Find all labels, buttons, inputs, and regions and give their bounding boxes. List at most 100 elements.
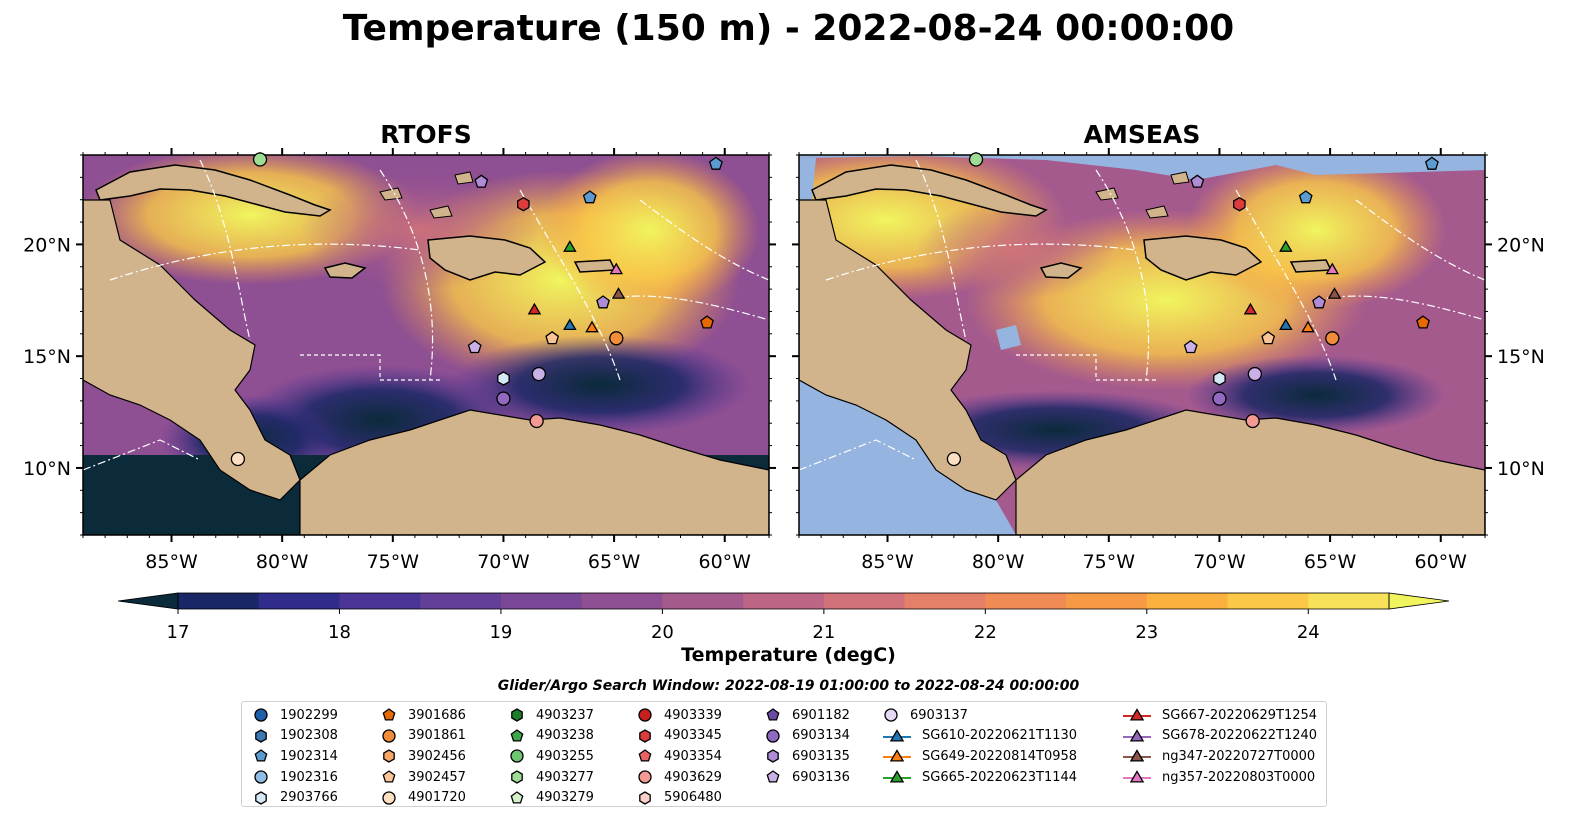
- legend-pentagon-icon: [382, 770, 396, 783]
- colorbar-bin: [1227, 593, 1309, 609]
- legend-hexagon-icon: [639, 729, 651, 743]
- station-marker: [1325, 331, 1340, 346]
- legend-entry: SG665-20220623T1144: [882, 767, 1077, 788]
- legend-entry-label: ng347-20220727T0000: [1162, 748, 1316, 764]
- lat-tick-label: 20°N: [23, 234, 71, 256]
- station-markers: [230, 152, 1439, 467]
- station-marker: [700, 315, 714, 329]
- legend-circle-icon: [884, 708, 898, 722]
- legend-entry-label: SG678-20220622T1240: [1162, 728, 1318, 744]
- legend-entry: 3901686: [380, 705, 466, 726]
- colorbar-bin: [985, 593, 1067, 609]
- legend-entry-label: 1902308: [280, 728, 338, 744]
- lon-tick-label: 70°W: [1193, 551, 1246, 573]
- legend-entry: 4903345: [636, 726, 722, 747]
- station-marker: [527, 302, 542, 315]
- legend-entry-label: SG667-20220629T1254: [1162, 707, 1318, 723]
- legend-entry: 4903339: [636, 705, 722, 726]
- panel-title-amseas: AMSEAS: [1083, 120, 1201, 149]
- colorbar-bin: [662, 593, 744, 609]
- legend-pentagon-icon: [766, 708, 780, 721]
- panel-title-rtofs: RTOFS: [380, 120, 472, 149]
- legend-circle-icon: [638, 708, 652, 722]
- legend-entry-label: 3902456: [408, 748, 466, 764]
- colorbar-tick-label: 18: [328, 622, 351, 640]
- legend-column: 6901182 6903134 6903135 6903136: [764, 705, 850, 787]
- colorbar-bin: [339, 593, 421, 609]
- station-marker: [708, 156, 723, 170]
- station-marker: [230, 451, 246, 467]
- legend-pentagon-icon: [766, 770, 780, 783]
- legend-entry: ng347-20220727T0000: [1122, 746, 1317, 767]
- legend-line-triangle-icon: [883, 749, 911, 763]
- station-marker: [1301, 320, 1315, 333]
- colorbar-tick-label: 20: [651, 622, 674, 640]
- station-marker: [517, 196, 530, 212]
- station-marker: [1327, 287, 1342, 299]
- colorbar: 17 18 19 20 21 22 23 24: [117, 592, 1450, 640]
- station-marker: [496, 391, 511, 406]
- lon-tick-label: 80°W: [256, 551, 309, 573]
- legend-entry-label: 5906480: [664, 790, 722, 806]
- map-panel-amseas: [799, 155, 1485, 535]
- station-marker: [582, 190, 597, 204]
- colorbar-extend-low: [117, 592, 179, 610]
- legend-entry: 3901861: [380, 726, 466, 747]
- legend-entry-label: 3902457: [408, 769, 466, 785]
- legend-hexagon-icon: [767, 749, 779, 764]
- legend-circle-icon: [254, 770, 268, 784]
- station-marker: [1213, 371, 1226, 386]
- station-marker: [611, 287, 626, 299]
- legend-entry: 4901720: [380, 787, 466, 808]
- legend-circle-icon: [254, 708, 268, 722]
- colorbar-bin: [581, 593, 663, 609]
- legend-entry-label: 4903345: [664, 728, 722, 744]
- legend-circle-icon: [382, 791, 396, 805]
- colorbar-tick-label: 17: [167, 622, 190, 640]
- legend-entry-label: 6903136: [792, 769, 850, 785]
- legend-entry: SG678-20220622T1240: [1122, 726, 1317, 747]
- station-marker: [1212, 391, 1227, 406]
- legend-entry: SG667-20220629T1254: [1122, 705, 1317, 726]
- legend-line-triangle-icon: [1123, 770, 1151, 783]
- legend-line-triangle-icon: [883, 728, 911, 742]
- station-marker: [609, 331, 624, 346]
- lat-tick-label: 10°N: [1497, 458, 1545, 480]
- colorbar-bin: [743, 593, 825, 609]
- station-marker: [252, 152, 268, 167]
- legend-hexagon-icon: [383, 749, 395, 764]
- station-marker: [1243, 302, 1258, 315]
- colorbar-bin: [258, 593, 341, 609]
- colorbar-tick-label: 19: [489, 622, 512, 640]
- legend-column: 4903339 4903345 4903354 4903629 5906480: [636, 705, 722, 808]
- legend-entry: 6901182: [764, 705, 850, 726]
- legend-entry-label: 4903279: [536, 790, 594, 806]
- legend-line-triangle-icon: [1123, 708, 1151, 721]
- lon-tick-label: 75°W: [367, 551, 420, 573]
- station-marker: [968, 152, 984, 167]
- legend-entry-label: 1902314: [280, 748, 338, 764]
- lon-tick-label: 60°W: [699, 551, 752, 573]
- station-marker: [946, 451, 962, 467]
- legend-entry: SG649-20220814T0958: [882, 746, 1077, 767]
- legend-entry: 1902314: [252, 746, 338, 767]
- legend-entry: 5906480: [636, 787, 722, 808]
- station-marker: [596, 295, 610, 309]
- legend-entry: 3902457: [380, 767, 466, 788]
- station-marker: [1416, 315, 1430, 329]
- legend-entry-label: 3901686: [408, 707, 466, 723]
- search-window-text: Glider/Argo Search Window: 2022-08-19 01…: [497, 678, 1080, 694]
- lon-tick-label: 60°W: [1415, 551, 1468, 573]
- lon-tick-label: 65°W: [588, 551, 641, 573]
- legend-entry: 3902456: [380, 746, 466, 767]
- axis-ticks: 85°W 80°W 75°W 70°W 65°W 60°W 20°N 15°N 10°N 85°W…: [23, 148, 1545, 573]
- legend-pentagon-icon: [638, 749, 652, 763]
- legend-line-triangle-icon: [1123, 749, 1151, 763]
- legend-entry-label: 4903255: [536, 748, 594, 764]
- colorbar-bin: [823, 593, 906, 609]
- station-marker: [1247, 366, 1263, 382]
- legend-entry: 6903135: [764, 746, 850, 767]
- station-marker: [497, 371, 510, 386]
- lon-tick-label: 85°W: [145, 551, 198, 573]
- station-marker: [1183, 339, 1198, 354]
